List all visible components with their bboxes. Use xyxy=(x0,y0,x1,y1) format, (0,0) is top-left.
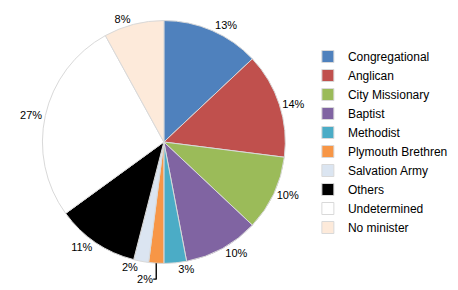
svg-text:27%: 27% xyxy=(20,109,42,121)
svg-text:Plymouth Brethren: Plymouth Brethren xyxy=(348,145,447,159)
svg-text:13%: 13% xyxy=(215,19,237,31)
svg-text:8%: 8% xyxy=(115,13,131,25)
svg-text:14%: 14% xyxy=(282,98,304,110)
svg-text:10%: 10% xyxy=(225,247,247,259)
svg-text:Methodist: Methodist xyxy=(348,126,401,140)
svg-text:10%: 10% xyxy=(277,189,299,201)
svg-text:2%: 2% xyxy=(122,261,138,273)
svg-text:Salvation Army: Salvation Army xyxy=(348,164,428,178)
svg-text:2%: 2% xyxy=(137,273,153,285)
svg-text:3%: 3% xyxy=(178,263,194,275)
svg-text:Undetermined: Undetermined xyxy=(348,202,423,216)
svg-text:11%: 11% xyxy=(71,241,92,253)
svg-text:City Missionary: City Missionary xyxy=(348,88,429,102)
svg-text:No minister: No minister xyxy=(348,221,409,235)
svg-text:Others: Others xyxy=(348,183,384,197)
svg-text:Anglican: Anglican xyxy=(348,69,394,83)
svg-text:Baptist: Baptist xyxy=(348,107,385,121)
svg-text:Congregational: Congregational xyxy=(348,50,429,64)
